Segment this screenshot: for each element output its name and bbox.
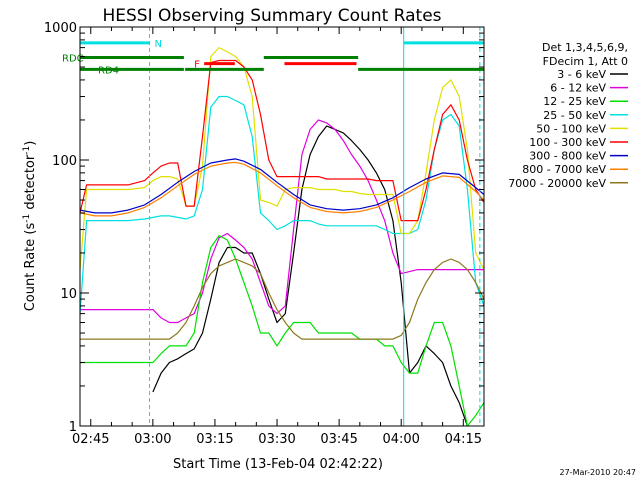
legend-entry-label: 6 - 12 keV	[550, 82, 606, 95]
x-tick-label: 03:00	[134, 432, 171, 447]
series-line-3	[80, 235, 485, 427]
x-tick-label: 03:30	[258, 432, 295, 447]
flags-layer: N F RDC RD4	[62, 39, 484, 76]
x-tick-label: 03:45	[320, 432, 357, 447]
legend-entry-label: 12 - 25 keV	[543, 95, 606, 108]
series-line-9	[80, 258, 485, 340]
x-tick-label: 02:45	[72, 432, 109, 447]
legend-header: Det 1,3,4,5,6,9,	[542, 41, 628, 54]
flag-label: RD4	[98, 65, 119, 76]
series-line-5	[79, 47, 485, 270]
chart-title: HESSI Observing Summary Count Rates	[102, 6, 441, 26]
y-axis-label-part: detector	[23, 154, 38, 214]
legend-entry-label: 3 - 6 keV	[557, 68, 606, 81]
y-axis: 1 10 100 1000	[44, 21, 484, 435]
legend-entry-label: 7000 - 20000 keV	[508, 177, 606, 190]
flag-label: F	[194, 60, 200, 71]
series-line-6	[79, 59, 485, 222]
series-line-7	[79, 158, 485, 214]
y-axis-label-superscript: -1	[22, 146, 32, 155]
legend: Det 1,3,4,5,6,9,FDecim 1, Att 03 - 6 keV…	[508, 41, 628, 190]
flag-label: N	[155, 39, 162, 50]
legend-entry-label: 100 - 300 keV	[529, 136, 606, 149]
x-tick-label: 04:15	[445, 432, 482, 447]
y-tick-label: 1000	[44, 21, 77, 36]
x-tick-label: 03:15	[196, 432, 233, 447]
y-axis-label-part: Count Rate (s	[23, 223, 38, 312]
x-axis: 02:45 03:00 03:15 03:30 03:45 04:00 04:15	[72, 27, 482, 447]
series-layer	[79, 47, 485, 427]
series-line-8	[79, 161, 485, 217]
legend-entry-label: 300 - 800 keV	[529, 150, 606, 163]
flag-label: RDC	[62, 53, 84, 64]
y-axis-label: Count Rate (s-1 detector-1)	[22, 141, 38, 312]
y-tick-label: 1	[69, 420, 77, 435]
legend-header: FDecim 1, Att 0	[543, 55, 628, 68]
series-line-1	[152, 125, 468, 427]
legend-entry-label: 50 - 100 keV	[536, 122, 606, 135]
series-line-2	[80, 119, 484, 324]
timestamp: 27-Mar-2010 20:47	[560, 468, 637, 477]
plot-frame	[79, 26, 485, 427]
y-axis-label-part: )	[23, 141, 38, 146]
y-tick-label: 10	[60, 287, 77, 302]
y-axis-label-superscript: -1	[22, 214, 32, 223]
series-line-4	[79, 95, 485, 314]
y-tick-label: 100	[52, 154, 77, 169]
legend-entry-label: 25 - 50 keV	[543, 109, 606, 122]
x-tick-label: 04:00	[382, 432, 419, 447]
x-axis-label: Start Time (13-Feb-04 02:42:22)	[173, 457, 383, 472]
legend-entry-label: 800 - 7000 keV	[522, 163, 606, 176]
